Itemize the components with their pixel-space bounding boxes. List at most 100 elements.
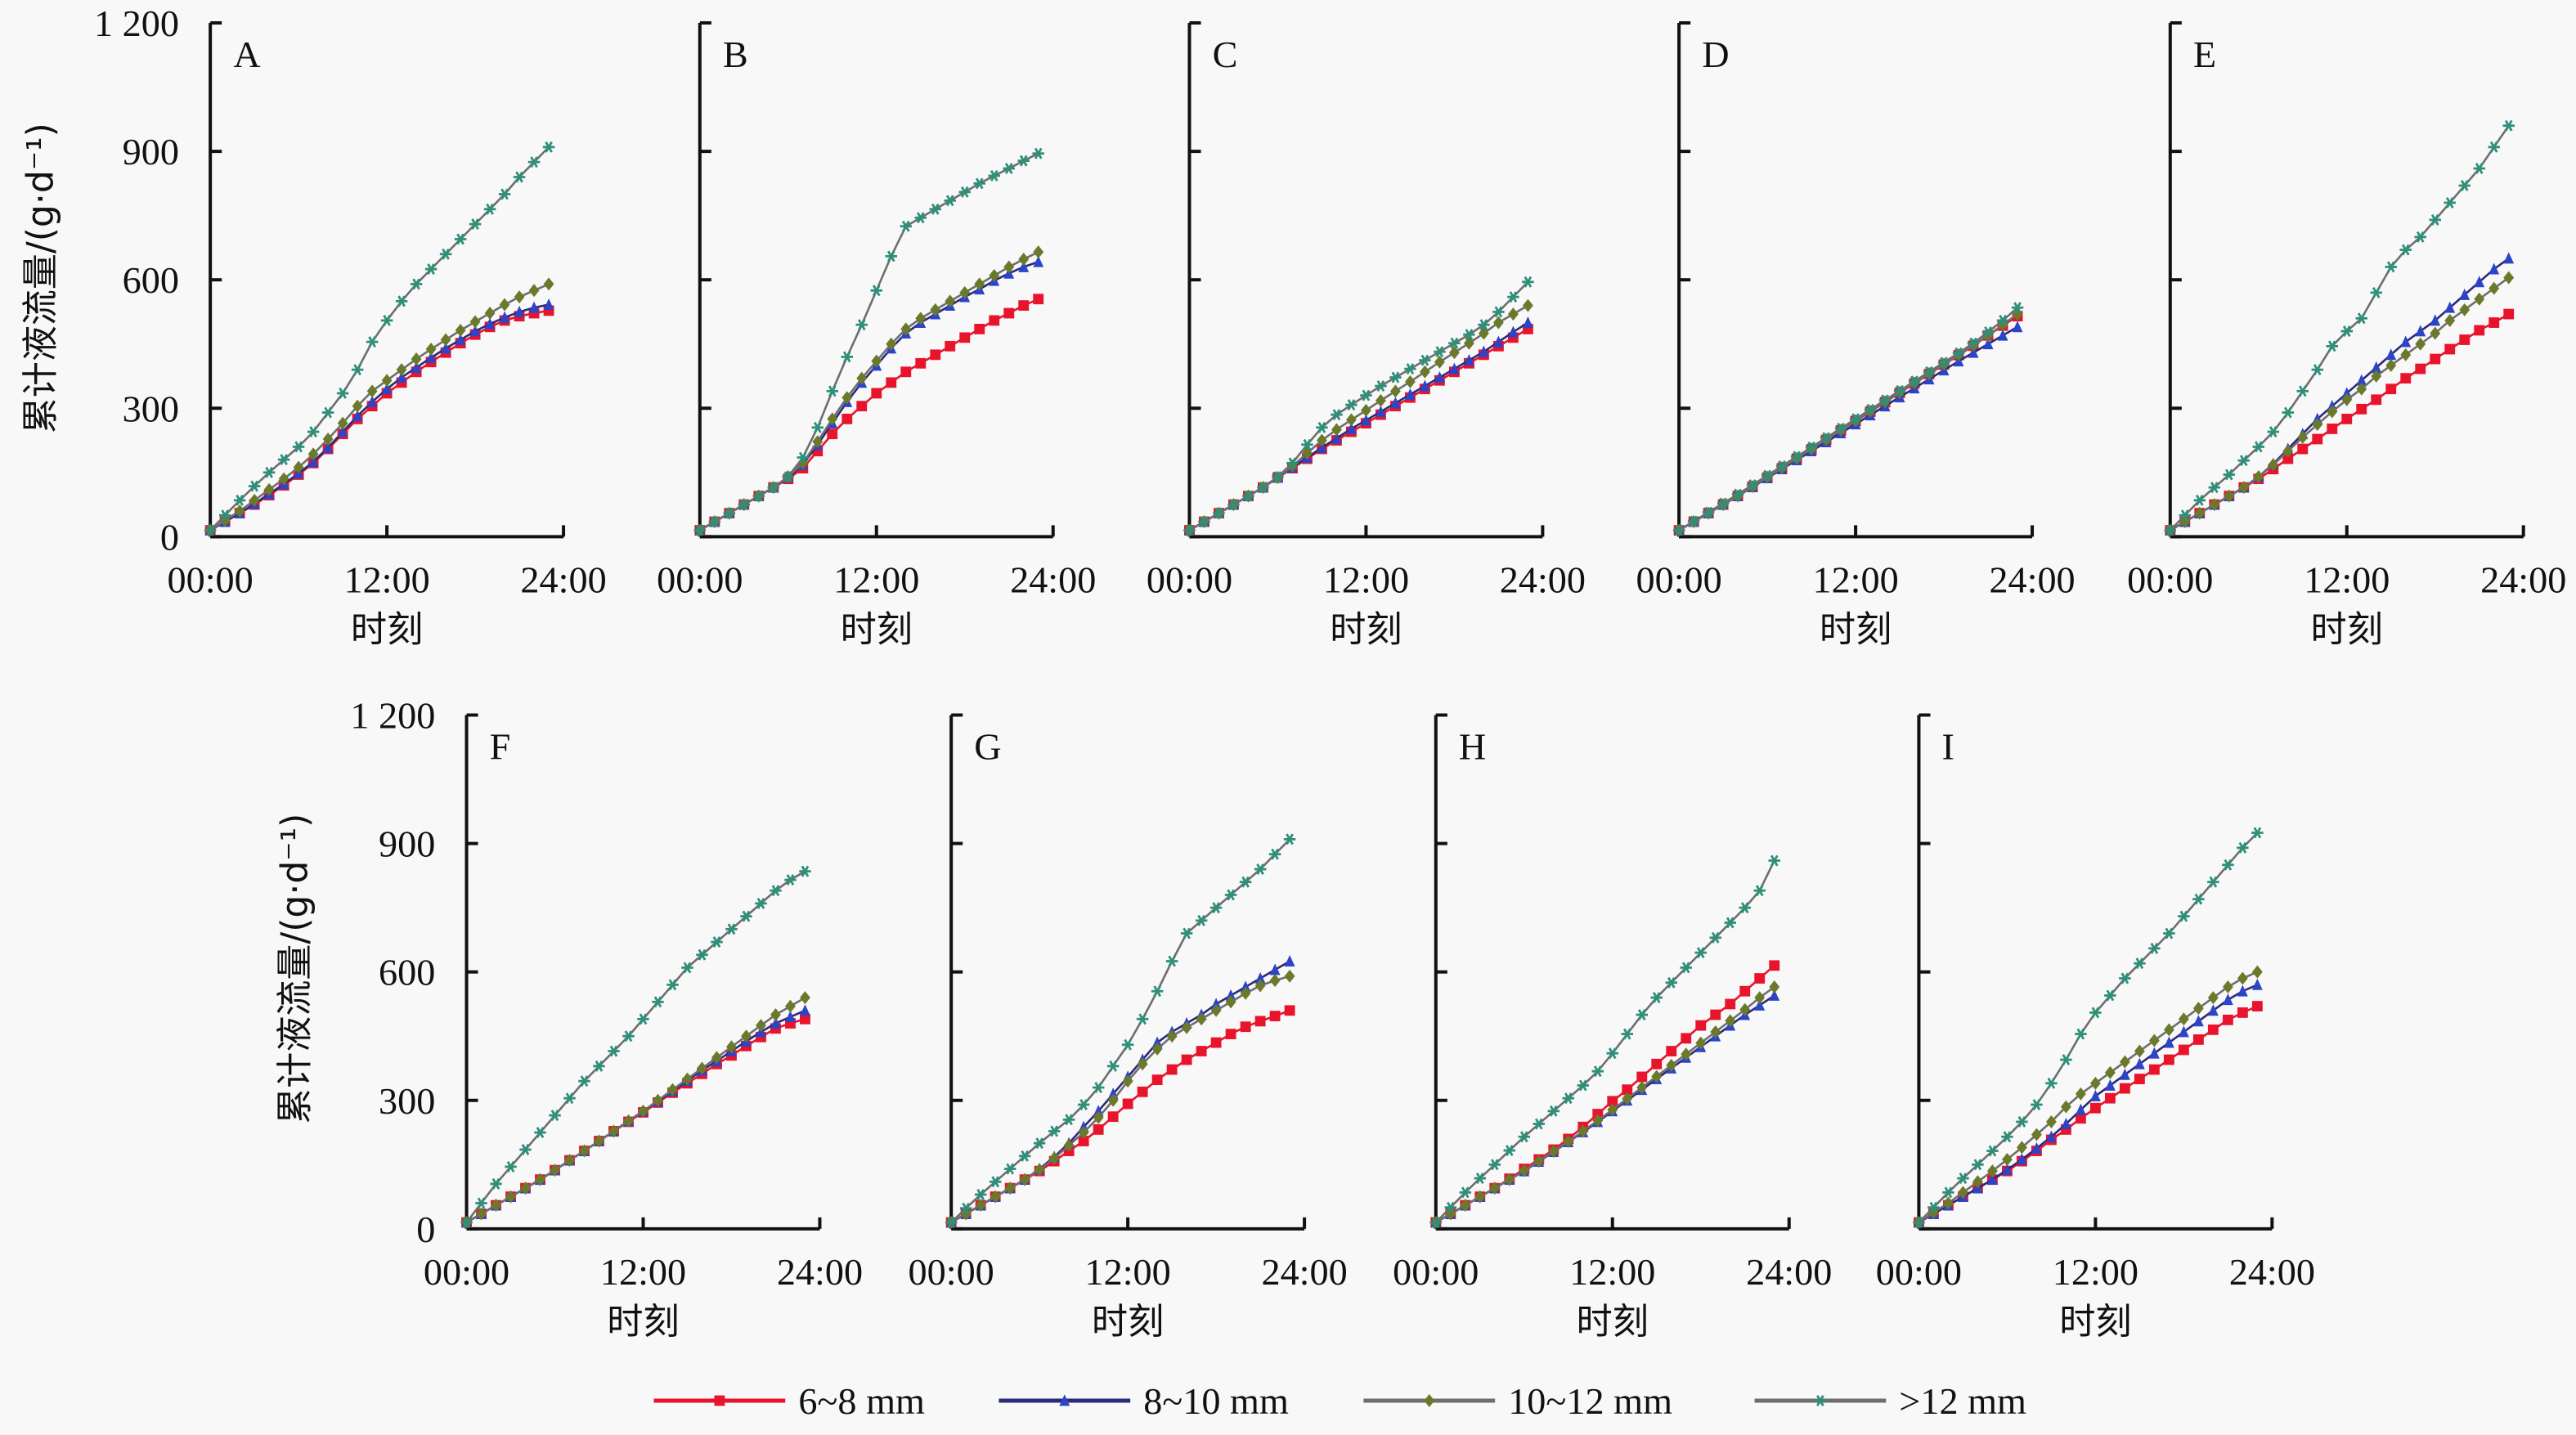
data-point-s4 xyxy=(1136,1013,1149,1025)
panel-b: 00:00 12:00 24:00 时刻 B xyxy=(657,21,1096,650)
data-point-s4 xyxy=(2237,841,2249,854)
data-point-s3 xyxy=(1345,413,1357,427)
panel-e: 00:00 12:00 24:00 时刻 E xyxy=(2127,21,2566,650)
data-point-s4 xyxy=(929,203,941,215)
data-point-s4 xyxy=(1345,399,1358,411)
data-point-s2 xyxy=(307,455,319,468)
series-line-s1 xyxy=(950,1009,1290,1224)
y-axis-title-bottom: 累计液流量/(g·d⁻¹) xyxy=(275,814,316,1124)
data-point-s4 xyxy=(593,1060,605,1072)
data-point-s4 xyxy=(2222,859,2234,871)
legend-item: 6~8 mm xyxy=(653,1380,925,1422)
data-point-s4 xyxy=(1761,469,1774,482)
data-point-s3 xyxy=(1448,346,1460,360)
data-point-s2 xyxy=(2459,288,2471,300)
x-tick-label: 24:00 xyxy=(520,558,606,600)
data-point-s2 xyxy=(1769,989,1780,1001)
data-point-s4 xyxy=(1180,927,1193,939)
data-point-s4 xyxy=(2060,1054,2072,1065)
data-point-s4 xyxy=(1213,507,1225,519)
data-point-s4 xyxy=(321,406,334,419)
data-point-s4 xyxy=(366,336,379,348)
data-point-s4 xyxy=(1254,863,1267,875)
x-tick-label: 00:00 xyxy=(424,1251,509,1293)
data-point-s2 xyxy=(2104,1078,2116,1091)
data-point-s4 xyxy=(1650,992,1663,1004)
data-point-s2 xyxy=(770,1016,781,1029)
x-axis-title: 时刻 xyxy=(1092,1301,1164,1343)
series-line-s3 xyxy=(2170,276,2510,531)
data-point-s4 xyxy=(693,524,707,536)
data-point-s3 xyxy=(1019,1173,1030,1186)
data-point-s1 xyxy=(1018,300,1030,312)
series-line-s3 xyxy=(1188,304,1529,531)
data-point-s3 xyxy=(1942,1196,1954,1210)
data-point-s4 xyxy=(1805,441,1818,453)
x-axis-title: 时刻 xyxy=(351,609,423,651)
data-point-s3 xyxy=(1769,980,1780,994)
data-point-s1 xyxy=(1725,998,1736,1010)
data-point-s4 xyxy=(439,248,452,260)
data-point-s1 xyxy=(2341,413,2353,424)
y-tick-label: 900 xyxy=(123,131,179,173)
data-point-s4 xyxy=(534,1127,546,1138)
data-point-s3 xyxy=(425,343,437,357)
data-point-s3 xyxy=(1331,423,1342,437)
data-point-s4 xyxy=(2311,364,2323,376)
data-point-s4 xyxy=(1375,380,1387,392)
data-point-s4 xyxy=(959,1202,972,1214)
data-point-s4 xyxy=(1996,315,2009,326)
series-line-s1 xyxy=(2170,312,2510,531)
series-line-s4 xyxy=(209,146,550,531)
data-point-s4 xyxy=(1503,1145,1516,1156)
data-point-s2 xyxy=(484,317,496,330)
data-point-s3 xyxy=(856,371,868,385)
data-point-s4 xyxy=(1709,931,1721,944)
data-point-s1 xyxy=(930,349,941,361)
data-point-s2 xyxy=(800,1004,810,1016)
data-point-s2 xyxy=(411,361,422,373)
data-point-s2 xyxy=(1419,379,1430,392)
data-point-s4 xyxy=(1444,1201,1457,1213)
data-point-s3 xyxy=(2001,1153,2013,1167)
x-tick-label: 12:00 xyxy=(1085,1251,1171,1293)
data-point-s3 xyxy=(1434,355,1445,369)
data-point-s4 xyxy=(1680,962,1692,974)
data-point-s1 xyxy=(2356,403,2367,415)
data-point-s1 xyxy=(1254,1016,1266,1027)
data-point-s3 xyxy=(785,999,796,1013)
data-point-s3 xyxy=(2148,1034,2160,1047)
data-point-s1 xyxy=(2119,1083,2130,1094)
data-point-s4 xyxy=(1507,291,1519,303)
data-point-s3 xyxy=(1240,986,1251,1000)
x-tick-label: 00:00 xyxy=(1636,558,1722,600)
data-point-s4 xyxy=(578,1075,590,1087)
data-point-s3 xyxy=(2444,313,2456,327)
data-point-s4 xyxy=(513,171,526,183)
panel-i: 00:00 12:00 24:00 时刻 I xyxy=(1876,713,2315,1343)
data-point-s4 xyxy=(681,962,693,974)
data-point-s4 xyxy=(1768,854,1780,867)
data-point-s4 xyxy=(2370,286,2382,298)
data-point-s4 xyxy=(1913,1217,1925,1228)
series-line-s1 xyxy=(1918,1005,2258,1224)
data-point-s4 xyxy=(233,494,246,506)
data-point-s4 xyxy=(2473,163,2485,174)
data-point-s4 xyxy=(1702,506,1715,518)
data-point-s1 xyxy=(1695,1020,1707,1031)
panel-g: 00:00 12:00 24:00 时刻 G xyxy=(909,713,1348,1343)
data-point-s4 xyxy=(1672,524,1685,536)
data-point-s3 xyxy=(1078,1126,1089,1140)
data-point-s4 xyxy=(1533,1118,1546,1130)
data-point-s4 xyxy=(799,865,811,877)
data-point-s4 xyxy=(1522,276,1534,288)
data-point-s4 xyxy=(2355,312,2367,325)
data-point-s2 xyxy=(514,305,525,317)
data-point-s3 xyxy=(564,1154,575,1168)
data-point-s3 xyxy=(535,1173,545,1186)
data-point-s2 xyxy=(469,325,481,337)
data-point-s3 xyxy=(2045,1114,2057,1128)
data-point-s3 xyxy=(2031,1128,2042,1141)
data-point-s1 xyxy=(2282,453,2294,464)
data-point-s3 xyxy=(491,1199,501,1213)
